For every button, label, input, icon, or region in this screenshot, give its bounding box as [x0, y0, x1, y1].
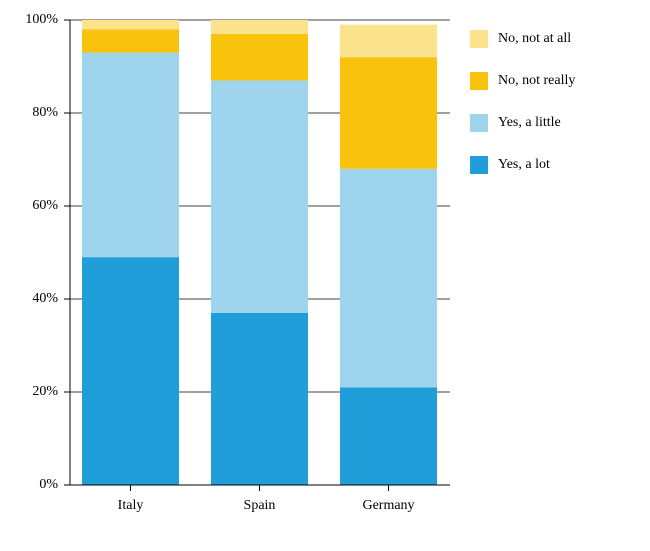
bar-italy-yes_a_lot	[82, 257, 179, 485]
legend-swatch-yes_a_little	[470, 114, 488, 132]
bar-germany-no_not_at_all	[340, 25, 437, 58]
bar-germany-yes_a_lot	[340, 387, 437, 485]
legend-swatch-yes_a_lot	[470, 156, 488, 174]
legend-swatch-no_not_really	[470, 72, 488, 90]
legend-label-no_not_at_all: No, not at all	[498, 31, 571, 46]
bar-italy-no_not_really	[82, 29, 179, 52]
x-tick-label: Italy	[118, 498, 144, 513]
legend-label-yes_a_lot: Yes, a lot	[498, 157, 550, 172]
bar-italy-yes_a_little	[82, 53, 179, 258]
legend-label-yes_a_little: Yes, a little	[498, 115, 561, 130]
bar-spain-no_not_at_all	[211, 20, 308, 34]
bar-spain-yes_a_little	[211, 80, 308, 313]
x-tick-label: Spain	[244, 498, 276, 513]
y-tick-label: 80%	[32, 105, 58, 120]
y-tick-label: 100%	[25, 12, 58, 27]
y-tick-label: 20%	[32, 384, 58, 399]
y-tick-label: 40%	[32, 291, 58, 306]
legend-swatch-no_not_at_all	[470, 30, 488, 48]
bar-germany-no_not_really	[340, 57, 437, 169]
bar-italy-no_not_at_all	[82, 20, 179, 29]
legend-label-no_not_really: No, not really	[498, 73, 575, 88]
y-tick-label: 60%	[32, 198, 58, 213]
y-tick-label: 0%	[39, 477, 58, 492]
bar-spain-yes_a_lot	[211, 313, 308, 485]
x-tick-label: Germany	[362, 498, 414, 513]
bar-spain-no_not_really	[211, 34, 308, 80]
stacked-bar-chart: 0% 20% 40% 60% 80% 100% Italy Spain Germany No, n…	[0, 0, 650, 551]
bar-germany-yes_a_little	[340, 169, 437, 388]
